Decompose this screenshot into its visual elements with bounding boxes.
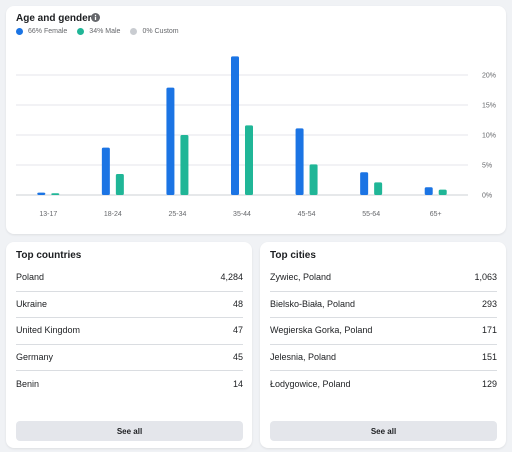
country-name: Ukraine [16,298,48,309]
list-item: Jelesnia, Poland 151 [270,345,497,371]
y-tick-label: 20% [482,73,496,80]
legend-item-female: 66% Female [16,28,67,35]
list-item: Łodygowice, Poland 129 [270,371,497,398]
x-tick-label: 35-44 [233,211,251,218]
city-name: Łodygowice, Poland [270,378,351,389]
country-value: 47 [232,325,243,336]
city-name: Bielsko-Biała, Poland [270,298,356,309]
list-item: Zywiec, Poland 1,063 [270,265,497,292]
city-value: 293 [481,298,497,309]
city-name: Zywiec, Poland [270,272,332,283]
bar-female [360,172,369,195]
top-countries-list: Poland 4,284 Ukraine 48 United Kingdom 47 G… [16,265,243,398]
x-tick-label: 45-54 [298,211,316,218]
bar-male [374,182,383,195]
list-item: Benin 14 [16,371,243,398]
country-value: 14 [232,378,243,389]
top-countries-card: Top countries Poland 4,284 Ukraine 48 Unit… [6,242,252,448]
country-name: Germany [16,351,54,362]
city-name: Wegierska Gorka, Poland [270,325,373,336]
x-tick-label: 18-24 [104,211,122,218]
list-item: Germany 45 [16,345,243,371]
country-name: Poland [16,272,45,283]
y-tick-label: 0% [482,193,492,200]
bar-female [424,187,433,195]
country-name: Benin [16,378,40,389]
city-name: Jelesnia, Poland [270,351,337,362]
legend-dot-female [16,28,23,35]
age-gender-title: Age and gender [16,13,92,24]
see-all-countries-button[interactable]: See all [16,421,243,441]
bar-male [309,164,318,195]
x-tick-label: 55-64 [362,211,380,218]
bar-female [231,56,239,196]
bar-female [101,147,110,195]
age-gender-card: 0% 5% 10% 15% 20% 13-17 18-24 25-34 35-44 45-54 55… [6,6,506,234]
bar-male [180,135,189,195]
list-item: Bielsko-Biała, Poland 293 [270,292,497,318]
bar-male [245,125,253,195]
x-tick-label: 13-17 [39,211,57,218]
y-tick-label: 5% [482,163,492,170]
bar-female [295,128,304,195]
list-item: Wegierska Gorka, Poland 171 [270,318,497,345]
chart-legend: 66% Female 34% Male 0% Custom [16,28,189,35]
info-icon[interactable] [91,13,100,22]
legend-dot-male [77,28,85,35]
bar-female [166,87,175,195]
y-tick-label: 15% [482,103,496,110]
city-value: 171 [481,325,497,336]
country-name: United Kingdom [16,325,81,336]
country-value: 45 [232,351,243,362]
city-value: 1,063 [474,272,497,283]
bar-male [51,193,60,195]
list-item: Poland 4,284 [16,265,243,292]
bar-female [37,192,46,195]
y-tick-label: 10% [482,133,496,140]
legend-label-female: 66% Female [28,28,68,35]
list-item: United Kingdom 47 [16,318,243,345]
bar-male [115,174,124,195]
legend-item-custom: 0% Custom [130,28,179,35]
see-all-cities-button[interactable]: See all [270,421,497,441]
legend-label-male: 34% Male [89,28,121,35]
legend-dot-custom [130,28,138,35]
age-gender-chart: 0% 5% 10% 15% 20% 13-17 18-24 25-34 35-44 45-54 55… [16,56,496,218]
legend-item-male: 34% Male [77,28,120,35]
country-value: 48 [232,298,243,309]
legend-label-custom: 0% Custom [142,28,179,35]
top-countries-title: Top countries [16,250,82,261]
top-cities-list: Zywiec, Poland 1,063 Bielsko-Biała, Polan… [270,265,497,398]
top-cities-title: Top cities [270,250,316,261]
city-value: 151 [481,351,497,362]
list-item: Ukraine 48 [16,292,243,318]
x-tick-label: 65+ [430,211,442,218]
city-value: 129 [481,378,497,389]
x-tick-label: 25-34 [168,211,186,218]
top-cities-card: Top cities Zywiec, Poland 1,063 Bielsko-B… [260,242,506,448]
bar-male [438,189,447,195]
country-value: 4,284 [220,272,243,283]
